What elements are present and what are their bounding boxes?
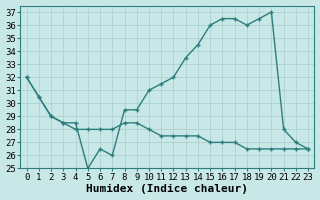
X-axis label: Humidex (Indice chaleur): Humidex (Indice chaleur): [86, 184, 248, 194]
